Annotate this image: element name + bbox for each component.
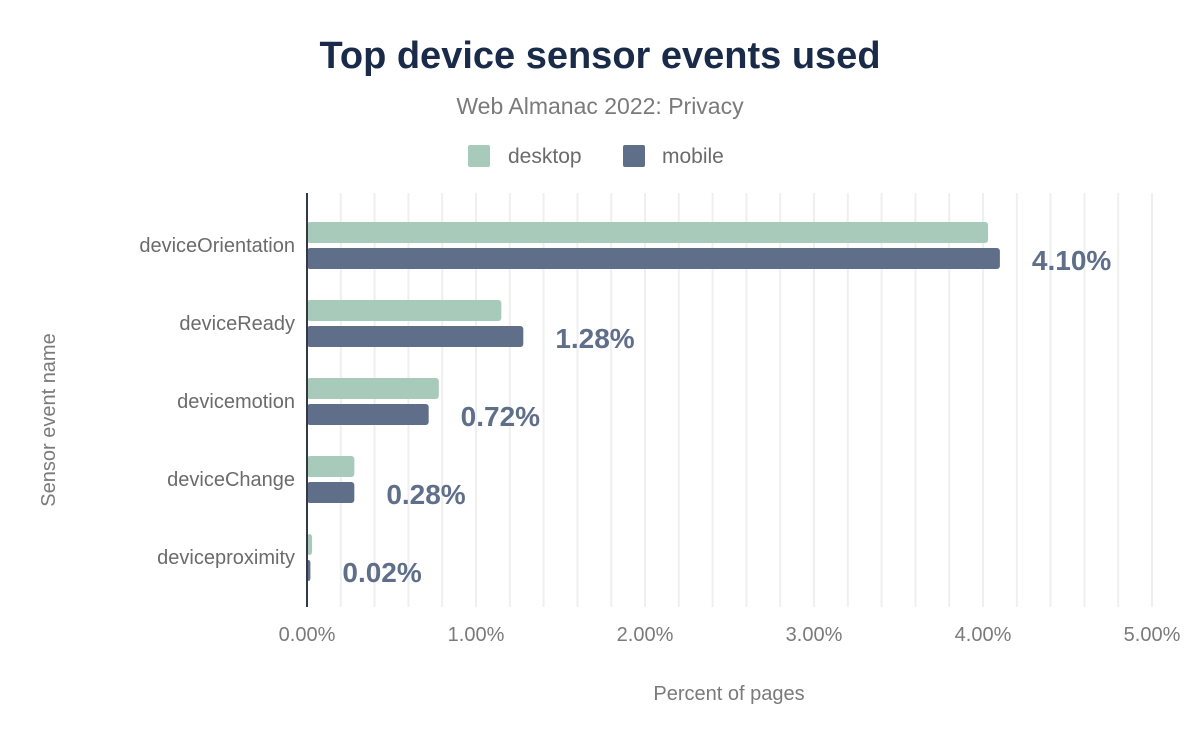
x-tick-label: 1.00% — [448, 624, 505, 646]
x-tick-label: 0.00% — [279, 624, 336, 646]
data-label: 1.28% — [555, 323, 634, 354]
bar-desktop — [307, 378, 439, 399]
legend: desktop mobile — [468, 145, 724, 168]
x-tick-label: 4.00% — [955, 624, 1012, 646]
bar-desktop — [307, 534, 313, 555]
bar-desktop — [307, 300, 502, 321]
chart-title: Top device sensor events used — [319, 35, 880, 77]
data-label: 0.28% — [386, 479, 465, 510]
y-tick-label: deviceReady — [179, 313, 295, 335]
bar-desktop — [307, 456, 355, 477]
bars: 4.10% 1.28% 0.72% 0.28% 0.02% — [307, 222, 1111, 588]
bar-desktop — [307, 222, 989, 243]
x-tick-label: 3.00% — [786, 624, 843, 646]
x-tick-label: 2.00% — [617, 624, 674, 646]
legend-label-mobile: mobile — [662, 145, 724, 168]
y-tick-label: devicemotion — [177, 391, 295, 413]
x-tick-label: 5.00% — [1124, 624, 1181, 646]
legend-label-desktop: desktop — [508, 145, 582, 168]
chart-subtitle: Web Almanac 2022: Privacy — [456, 93, 744, 119]
y-tick-label: deviceChange — [167, 469, 295, 491]
bar-mobile — [307, 326, 524, 347]
y-axis-title: Sensor event name — [38, 333, 60, 506]
y-tick-label: deviceproximity — [157, 547, 295, 569]
x-axis-ticks: 0.00% 1.00% 2.00% 3.00% 4.00% 5.00% — [279, 624, 1181, 646]
x-axis-title: Percent of pages — [653, 683, 804, 705]
y-tick-label: deviceOrientation — [139, 235, 295, 257]
y-axis-labels: deviceOrientation deviceReady devicemotion… — [139, 235, 295, 569]
data-label: 0.72% — [461, 401, 540, 432]
bar-mobile — [307, 404, 429, 425]
legend-swatch-desktop — [468, 145, 490, 167]
legend-swatch-mobile — [623, 145, 645, 167]
bar-mobile — [307, 248, 1000, 269]
bar-mobile — [307, 482, 355, 503]
data-label: 4.10% — [1032, 245, 1111, 276]
data-label: 0.02% — [342, 557, 421, 588]
